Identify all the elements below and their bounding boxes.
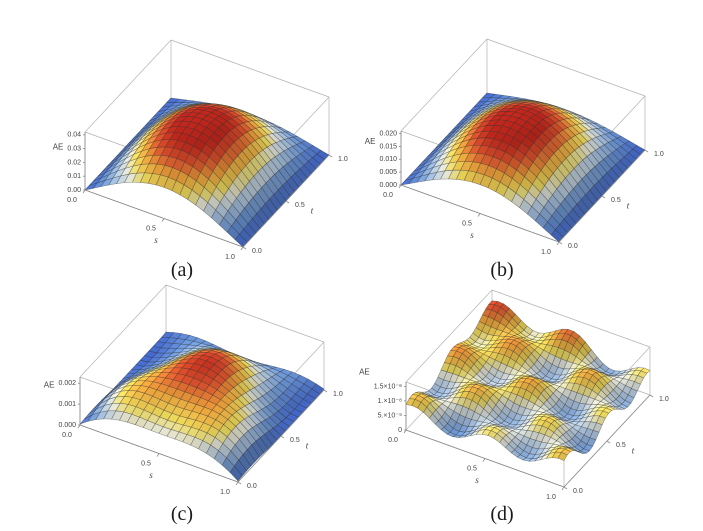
panel-caption-b: (b): [490, 259, 514, 281]
surface-plot-c: [5, 268, 355, 531]
surface-plot-d: [352, 268, 702, 531]
panel-caption-a: (a): [170, 259, 194, 281]
surface-plot-a: [5, 0, 355, 262]
surface-plot-b: [352, 0, 702, 262]
panel-caption-d: (d): [490, 503, 514, 525]
panel-caption-c: (c): [170, 503, 194, 525]
